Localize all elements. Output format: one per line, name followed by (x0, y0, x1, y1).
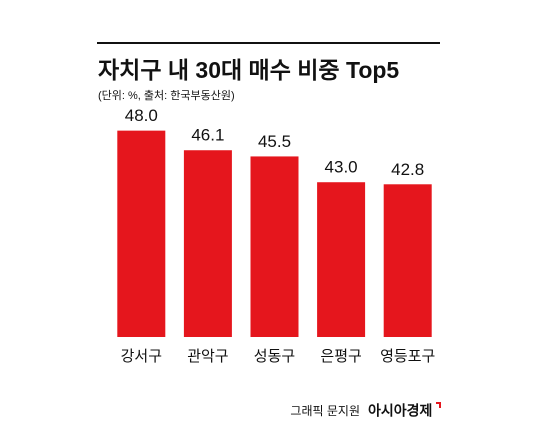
value-label: 48.0 (125, 106, 158, 125)
bar (317, 182, 366, 337)
bar (250, 156, 299, 337)
x-tick-label: 강서구 (121, 348, 162, 365)
bar (117, 130, 166, 337)
credit: 그래픽 문지원 (290, 404, 360, 418)
brand-mark (436, 402, 441, 408)
value-label: 46.1 (191, 126, 224, 145)
value-label: 45.5 (258, 132, 291, 151)
x-tick-label: 은평구 (320, 348, 361, 365)
x-tick-label: 영등포구 (380, 348, 435, 365)
bar (183, 150, 232, 337)
x-tick-label: 성동구 (254, 348, 295, 365)
value-label: 43.0 (325, 158, 358, 177)
brand: 아시아경제 (368, 403, 432, 419)
chart-title: 자치구 내 30대 매수 비중 Top5 (98, 57, 399, 83)
value-label: 42.8 (391, 160, 424, 179)
chart-subtitle: (단위: %, 출처: 한국부동산원) (98, 89, 235, 102)
x-tick-label: 관악구 (187, 348, 228, 365)
bar (383, 184, 432, 337)
